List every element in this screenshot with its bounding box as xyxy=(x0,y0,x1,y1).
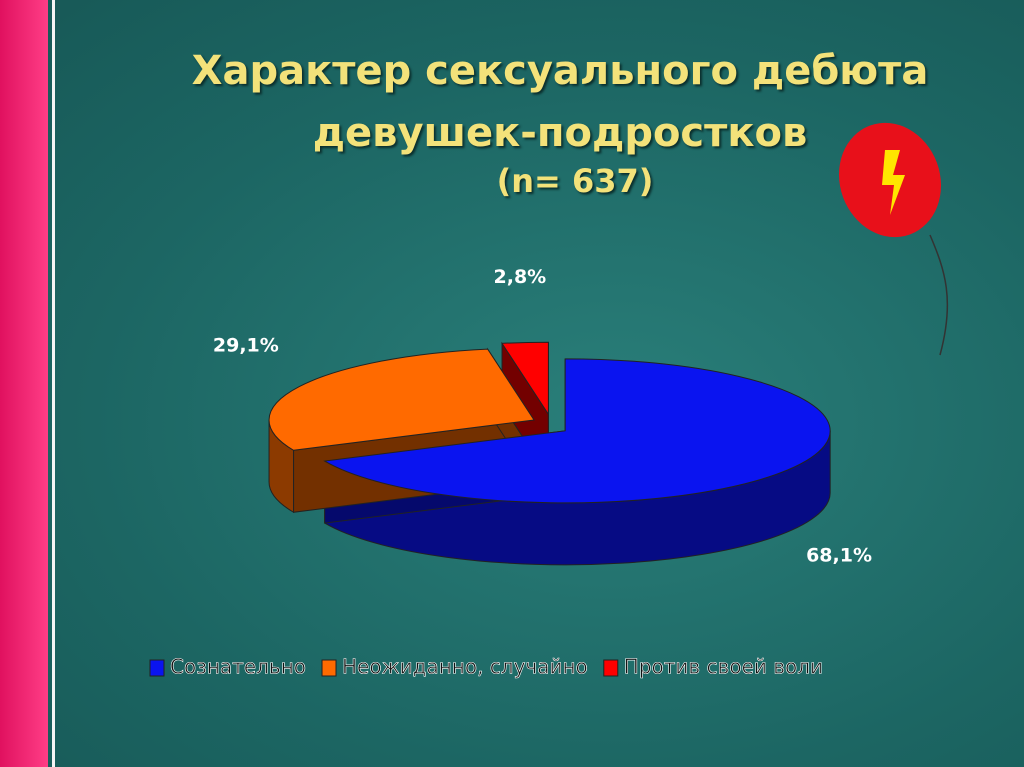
pie-slice xyxy=(323,358,831,504)
data-label: 68,1% xyxy=(806,544,872,566)
data-label: 2,8% xyxy=(494,266,547,288)
balloon-string xyxy=(929,234,949,356)
chart-subtitle: (n= 637) xyxy=(496,162,654,200)
side-strip-line xyxy=(52,0,55,767)
pie-slice xyxy=(501,341,549,416)
legend-swatch xyxy=(149,659,165,677)
legend-swatch xyxy=(603,659,619,677)
balloon xyxy=(838,122,949,356)
legend-label: Неожиданно, случайно xyxy=(342,655,588,679)
side-strip xyxy=(0,0,48,767)
balloon-bolt xyxy=(882,150,905,215)
pie-slice xyxy=(268,348,535,451)
legend-label: Против своей воли xyxy=(624,655,823,679)
data-label: 29,1% xyxy=(213,334,279,356)
legend-swatch xyxy=(321,659,337,677)
pie-tops xyxy=(268,341,831,504)
chart-title: Характер сексуального дебюта девушек-под… xyxy=(191,48,929,156)
legend-label: Сознательно xyxy=(170,655,306,679)
